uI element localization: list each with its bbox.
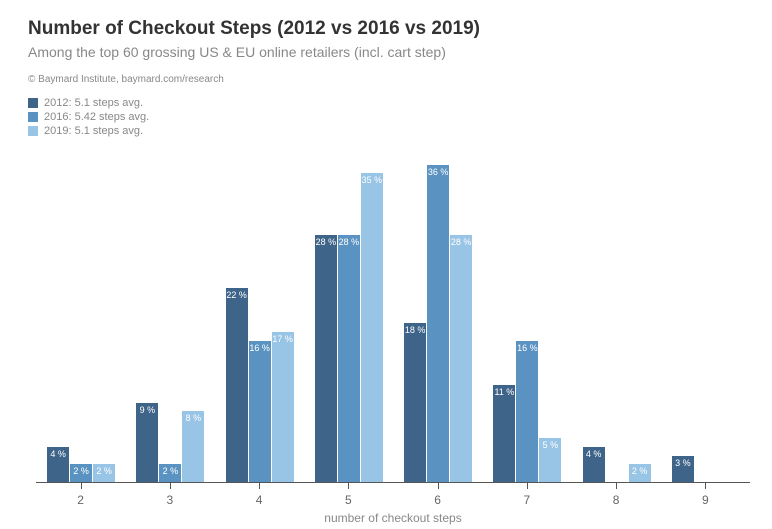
bar-value-label: 8 %	[186, 413, 202, 423]
bar: 28 %	[338, 235, 360, 482]
bar: 3 %	[672, 456, 694, 482]
bar-value-label: 28 %	[451, 237, 472, 247]
legend-item: 2019: 5.1 steps avg.	[28, 125, 744, 137]
bar-value-label: 36 %	[428, 167, 449, 177]
legend-swatch	[28, 126, 38, 136]
bar-value-label: 35 %	[362, 175, 383, 185]
bar-value-label: 2 %	[632, 466, 648, 476]
bar-value-label: 4 %	[586, 449, 602, 459]
bar: 18 %	[404, 323, 426, 482]
x-tick	[705, 483, 706, 489]
bar-value-label: 16 %	[517, 343, 538, 353]
bar-value-label: 18 %	[405, 325, 426, 335]
bar-value-label: 5 %	[543, 440, 559, 450]
bar: 35 %	[361, 173, 383, 482]
legend-label: 2019: 5.1 steps avg.	[44, 125, 143, 137]
bar-value-label: 22 %	[226, 290, 247, 300]
x-axis-label: number of checkout steps	[324, 511, 461, 525]
bar: 22 %	[226, 288, 248, 482]
bar: 28 %	[450, 235, 472, 482]
x-tick	[348, 483, 349, 489]
legend-swatch	[28, 112, 38, 122]
x-category-label: 2	[77, 493, 84, 507]
bar-group: 11 % 16 % 5 %	[493, 341, 562, 482]
bar-value-label: 3 %	[675, 458, 691, 468]
bar-value-label: 2 %	[73, 466, 89, 476]
bar-value-label: 17 %	[272, 334, 293, 344]
bar-value-label: 4 %	[50, 449, 66, 459]
bar: 2 %	[629, 464, 651, 482]
bar-value-label: 28 %	[339, 237, 360, 247]
bar: 9 %	[136, 403, 158, 482]
bar: 5 %	[539, 438, 561, 482]
bar: 2 %	[159, 464, 181, 482]
copyright-text: © Baymard Institute, baymard.com/researc…	[28, 74, 744, 85]
bar: 2 %	[93, 464, 115, 482]
bar: 16 %	[249, 341, 271, 482]
x-category-label: 6	[434, 493, 441, 507]
bar: 17 %	[272, 332, 294, 482]
legend-swatch	[28, 98, 38, 108]
bar-value-label: 9 %	[140, 405, 156, 415]
bar: 36 %	[427, 165, 449, 482]
bar-value-label: 11 %	[494, 387, 514, 397]
chart-subtitle: Among the top 60 grossing US & EU online…	[28, 44, 744, 60]
x-category-label: 5	[345, 493, 352, 507]
x-tick	[170, 483, 171, 489]
bar-value-label: 2 %	[96, 466, 112, 476]
x-category-label: 7	[524, 493, 531, 507]
legend-label: 2012: 5.1 steps avg.	[44, 97, 143, 109]
bar: 8 %	[182, 411, 204, 482]
bar-value-label: 16 %	[249, 343, 270, 353]
x-category-label: 9	[702, 493, 709, 507]
bar: 11 %	[493, 385, 515, 482]
bar: 2 %	[70, 464, 92, 482]
x-tick	[527, 483, 528, 489]
x-tick	[616, 483, 617, 489]
x-category-label: 3	[167, 493, 174, 507]
bar-group: 18 % 36 % 28 %	[404, 165, 473, 482]
legend: 2012: 5.1 steps avg. 2016: 5.42 steps avg…	[28, 97, 744, 137]
bar-group: 4 % 2 %	[582, 447, 651, 482]
x-tick	[81, 483, 82, 489]
bar: 4 %	[583, 447, 605, 482]
x-axis: number of checkout steps 2 3 4 5 6 7 8 9	[36, 483, 750, 529]
bar-group: 9 % 2 % 8 %	[136, 403, 205, 482]
chart-title: Number of Checkout Steps (2012 vs 2016 v…	[28, 18, 744, 40]
bar-group: 28 %28 % 35 %	[314, 173, 383, 482]
bar-group: 3 %	[671, 456, 740, 482]
x-tick	[438, 483, 439, 489]
bar: 4 %	[47, 447, 69, 482]
bar: 28 %	[315, 235, 337, 482]
legend-label: 2016: 5.42 steps avg.	[44, 111, 149, 123]
legend-item: 2016: 5.42 steps avg.	[28, 111, 744, 123]
bar-group: 22 % 16 %17 %	[225, 288, 294, 482]
chart-plot-area: 4 %2 %2 %9 %2 %8 %22 %16 %17 %28 %28 %35…	[36, 148, 750, 483]
x-tick	[259, 483, 260, 489]
x-category-label: 4	[256, 493, 263, 507]
x-category-label: 8	[613, 493, 620, 507]
bar: 16 %	[516, 341, 538, 482]
legend-item: 2012: 5.1 steps avg.	[28, 97, 744, 109]
bar-group: 4 % 2 % 2 %	[47, 447, 116, 482]
bar-value-label: 2 %	[163, 466, 179, 476]
bar-value-label: 28 %	[316, 237, 337, 247]
